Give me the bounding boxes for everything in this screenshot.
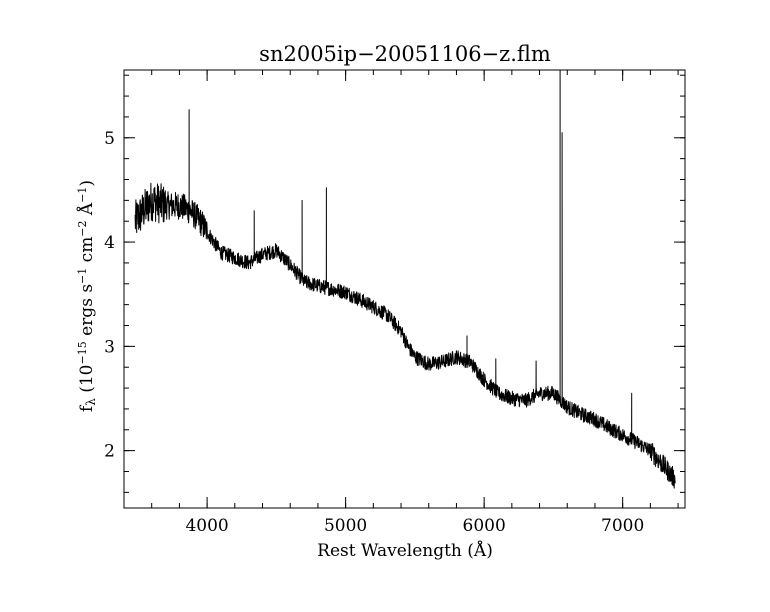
- y-tick-label: 2: [104, 442, 115, 462]
- x-tick-label: 4000: [185, 516, 228, 536]
- y-axis-label: fλ (10−15 ergs s−1 cm−2 Å−1): [76, 180, 99, 412]
- chart-title: sn2005ip−20051106−z.flm: [259, 42, 551, 66]
- x-tick-label: 5000: [324, 516, 367, 536]
- x-tick-label: 7000: [601, 516, 644, 536]
- axis-ticks: [123, 70, 685, 508]
- tick-labels: 4000 5000 6000 7000 2 3 4 5: [104, 129, 644, 536]
- plot-frame: [123, 69, 686, 509]
- y-tick-label: 5: [104, 129, 115, 149]
- y-tick-label: 4: [104, 233, 115, 253]
- spectrum-line: [134, 69, 676, 489]
- y-tick-label: 3: [104, 337, 115, 357]
- x-tick-label: 6000: [463, 516, 506, 536]
- x-axis-label: Rest Wavelength (Å): [317, 540, 493, 561]
